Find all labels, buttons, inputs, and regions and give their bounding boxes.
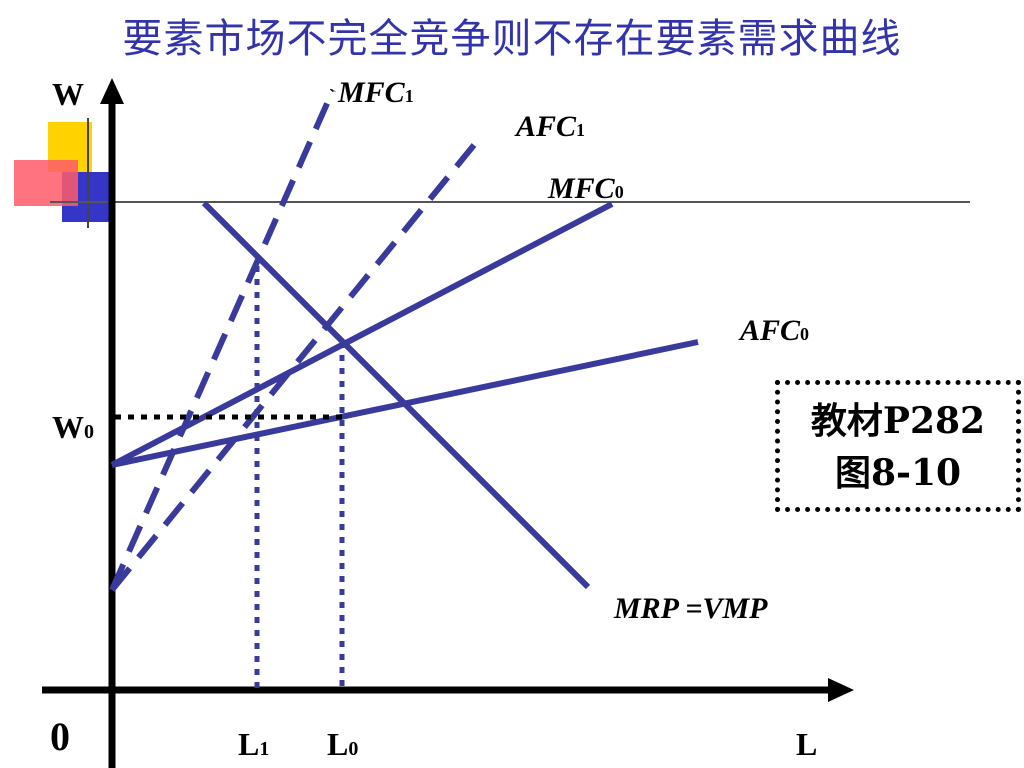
textbook-reference-box: 教材P282 图8-10 bbox=[775, 380, 1021, 512]
afc1-label: AFC1 bbox=[514, 110, 585, 143]
afc0-label: AFC0 bbox=[738, 314, 809, 347]
w0-label: W0 bbox=[52, 409, 94, 445]
mfc1-curve bbox=[109, 88, 336, 592]
reference-line-2: 图8-10 bbox=[834, 452, 962, 494]
x-axis-label: L bbox=[796, 726, 817, 762]
afc1-curve bbox=[109, 143, 477, 592]
l1-label: L1 bbox=[238, 726, 269, 762]
page-title: 要素市场不完全竞争则不存在要素需求曲线 bbox=[122, 16, 902, 62]
mfc1-label: ` MFC1 bbox=[328, 76, 414, 109]
x-axis-arrow bbox=[828, 678, 854, 702]
mfc0-curve bbox=[110, 201, 614, 468]
y-axis-label: W bbox=[52, 76, 84, 112]
curves bbox=[109, 88, 699, 592]
mrp-vmp-curve bbox=[201, 200, 591, 590]
mrp-vmp-label: MRP =VMP bbox=[613, 592, 768, 625]
reference-line-1: 教材P282 bbox=[810, 400, 986, 442]
slide-ornament bbox=[14, 118, 970, 228]
ornament-red-square bbox=[14, 160, 78, 206]
mfc0-label: MFC0 bbox=[547, 172, 624, 205]
y-axis-arrow bbox=[100, 78, 124, 104]
origin-label: 0 bbox=[50, 714, 70, 759]
axes bbox=[42, 78, 854, 768]
guide-lines bbox=[115, 266, 345, 688]
l0-label: L0 bbox=[327, 726, 358, 762]
